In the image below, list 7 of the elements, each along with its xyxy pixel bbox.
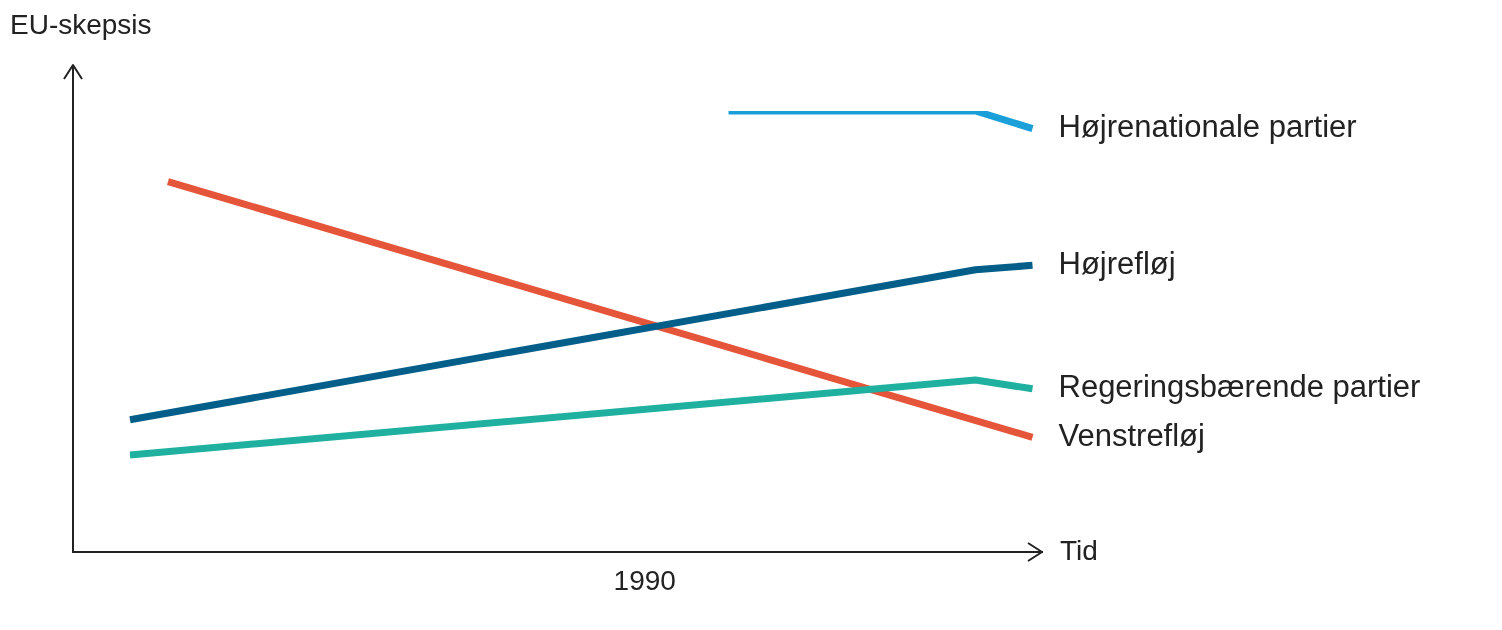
text: 1990 (613, 564, 676, 596)
series-label: Højrefløj (1058, 245, 1176, 281)
series-label: Regeringsbærende partier (1058, 369, 1421, 405)
x-axis-title: Tid (1060, 534, 1098, 566)
series-label: Venstrefløj (1058, 417, 1205, 453)
y-axis-title: EU-skepsis (10, 8, 152, 40)
series-label: Højrenationale partier (1058, 109, 1357, 145)
